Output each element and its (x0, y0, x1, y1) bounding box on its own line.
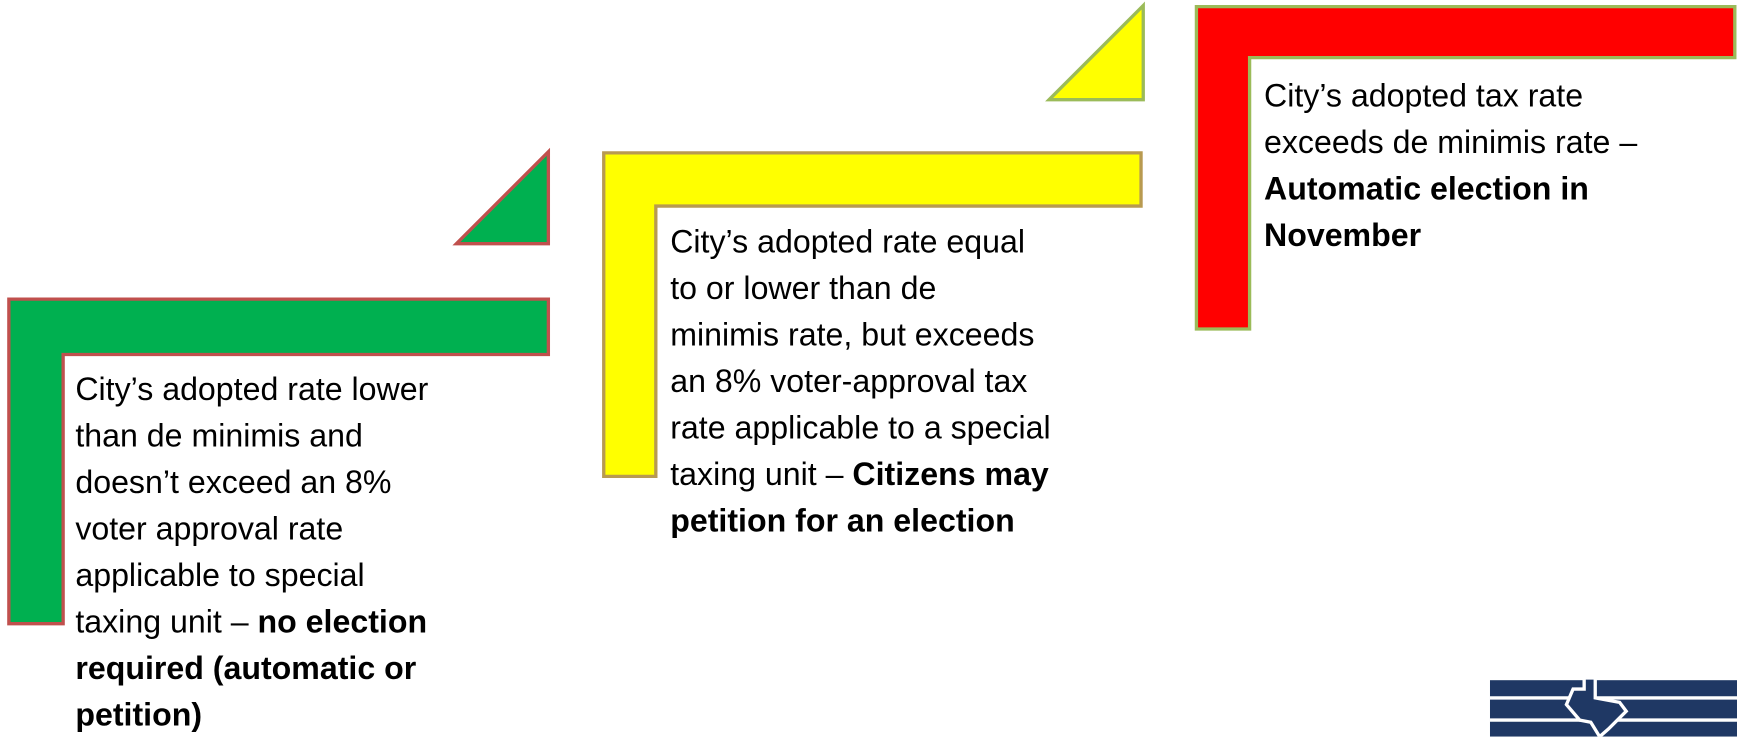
text: applicable to special (75, 558, 365, 594)
text: City’s adopted tax rate (1263, 78, 1584, 115)
text-line: required (automatic or (75, 646, 428, 693)
yellow-text: City’s adopted rate equal to or lower tha… (670, 219, 1050, 545)
text-line: exceeds de minimis rate – (1264, 120, 1637, 167)
bold-text: Citizens may (852, 457, 1049, 493)
text-line: November (1264, 213, 1637, 260)
bold-text: required (automatic or (75, 651, 417, 687)
text-line: applicable to special (75, 553, 428, 600)
text: voter approval rate (75, 511, 344, 548)
yellow-step (602, 151, 1143, 479)
text: taxing unit – (75, 604, 258, 641)
text-line: City’s adopted rate lower (75, 367, 428, 414)
text-line: City’s adopted tax rate (1264, 73, 1637, 120)
logo (1489, 676, 1737, 737)
text-line: petition for an election (670, 499, 1050, 546)
text-line: than de minimis and (75, 413, 428, 460)
text-line: City’s adopted rate equal (670, 219, 1050, 266)
text: rate applicable to a special (670, 410, 1051, 447)
green-text: City’s adopted rate lower than de minimis… (75, 367, 428, 739)
text: City’s adopted rate equal (670, 224, 1026, 261)
text-line: minimis rate, but exceeds (670, 312, 1050, 359)
text-line: an 8% voter-approval tax (670, 359, 1050, 406)
green-step (7, 297, 551, 626)
text: exceeds de minimis rate – (1263, 125, 1638, 161)
text: taxing unit – (670, 457, 853, 493)
text: City’s adopted rate lower (75, 372, 429, 408)
bold-text: no election (257, 604, 428, 641)
text: than de minimis and (75, 418, 363, 455)
text-line: rate applicable to a special (670, 405, 1050, 452)
bold-text: Automatic election in (1263, 171, 1589, 208)
text-line: Automatic election in (1264, 166, 1637, 213)
text: doesn’t exceed an 8% (75, 465, 392, 501)
bold-text: petition for an election (670, 504, 1015, 540)
red-text: City’s adopted tax rate exceeds de minimi… (1264, 73, 1637, 259)
bold-text: petition) (75, 697, 203, 734)
text-line: voter approval rate (75, 506, 428, 553)
text: minimis rate, but exceeds (670, 317, 1035, 354)
text-line: to or lower than de (670, 266, 1050, 313)
text-line: doesn’t exceed an 8% (75, 460, 428, 507)
text-line: taxing unit – no election (75, 599, 428, 646)
text: an 8% voter-approval tax (670, 364, 1028, 400)
yellow-arrow (1045, 1, 1145, 102)
text: to or lower than de (670, 271, 937, 307)
bold-text: November (1263, 218, 1422, 254)
text-line: petition) (75, 692, 428, 739)
red-step (1194, 4, 1737, 331)
text-line: taxing unit – Citizens may (670, 452, 1050, 499)
green-arrow (452, 147, 551, 246)
